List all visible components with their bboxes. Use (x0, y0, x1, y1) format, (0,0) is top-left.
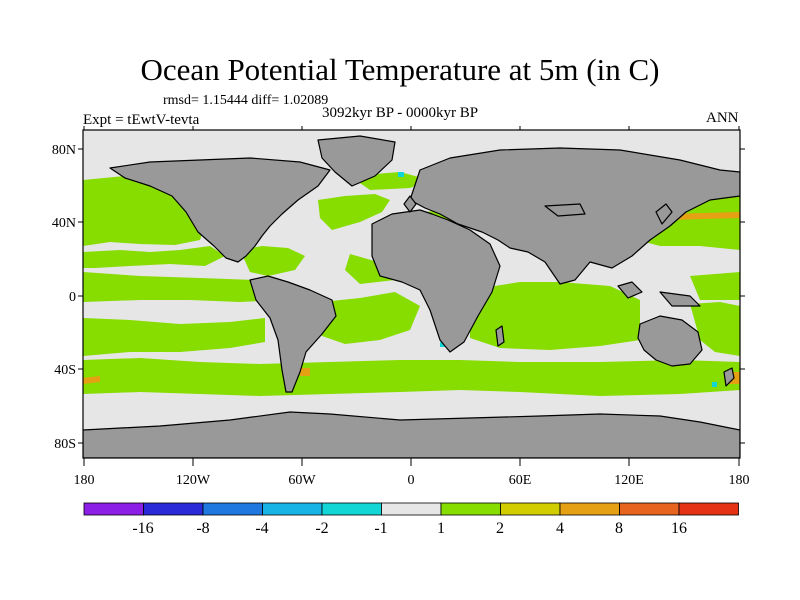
latitude-axis: 80N 40N 0 40S 80S (52, 143, 76, 452)
region-north-atlantic (318, 194, 390, 230)
region-southwest-pacific (690, 302, 740, 356)
colorbar-label: -16 (132, 520, 153, 537)
lat-label: 80S (54, 437, 76, 452)
colorbar-label: 16 (671, 520, 687, 537)
colorbar-label: -4 (255, 520, 268, 537)
region-equatorial-pacific (83, 272, 285, 302)
landmass-new-guinea (659, 291, 701, 307)
colorbar-swatch (559, 502, 620, 516)
spot-cape-cool (440, 342, 445, 347)
stats-label: rmsd= 1.15444 diff= 1.02089 (163, 93, 329, 108)
region-south-pacific-warm (83, 376, 100, 384)
figure-title: Ocean Potential Temperature at 5m (in C) (140, 52, 660, 87)
region-caribbean (240, 246, 305, 276)
colorbar-swatch (202, 502, 263, 516)
region-kuroshio-warm (668, 212, 740, 220)
colorbar-swatch (500, 502, 561, 516)
colorbar (83, 502, 739, 516)
spot-tasman-cool (712, 382, 717, 387)
landmass-eurasia (409, 147, 740, 285)
colorbar-labels: -16 -8 -4 -2 -1 1 2 4 8 16 (132, 520, 687, 537)
region-southern-ocean (83, 358, 740, 396)
colorbar-label: 8 (615, 520, 623, 537)
colorbar-label: 1 (437, 520, 445, 537)
landmass-madagascar (495, 325, 505, 347)
lon-label: 60W (288, 473, 316, 488)
landmass-new-zealand (723, 367, 735, 387)
lon-label: 120W (176, 473, 211, 488)
lat-label: 40N (52, 216, 76, 231)
region-south-atlantic (322, 292, 420, 344)
colorbar-swatch (143, 502, 204, 516)
landmass-south-america (249, 275, 337, 393)
lat-label: 80N (52, 143, 76, 158)
colorbar-label: 2 (496, 520, 504, 537)
colorbar-swatch (678, 502, 739, 516)
landmass-antarctica (83, 411, 740, 458)
colorbar-label: -8 (196, 520, 209, 537)
region-north-pacific-south (83, 246, 225, 268)
landmass-greenland (317, 135, 396, 187)
landmass-caspian-region (544, 203, 586, 217)
colorbar-label: -1 (374, 520, 387, 537)
season-label: ANN (706, 110, 739, 126)
period-label: 3092kyr BP - 0000kyr BP (322, 105, 479, 121)
colorbar-swatch (381, 502, 442, 516)
colorbar-swatch (619, 502, 680, 516)
axis-ticks (78, 126, 745, 466)
colorbar-label: 4 (556, 520, 564, 537)
landmass-british-isles (403, 195, 417, 213)
lat-label: 0 (69, 290, 76, 305)
lon-label: 60E (509, 473, 532, 488)
anomaly-cool-spots (398, 172, 717, 387)
colorbar-swatch (83, 502, 144, 516)
colorbar-swatch (321, 502, 382, 516)
landmass-australia (637, 315, 703, 367)
longitude-axis: 180 120W 60W 0 60E 120E 180 (74, 473, 750, 488)
landmass-japan (655, 203, 673, 225)
lat-label: 40S (54, 363, 76, 378)
lon-label: 180 (74, 473, 95, 488)
colorbar-label: -2 (315, 520, 328, 537)
lon-label: 0 (408, 473, 415, 488)
landmass-borneo (617, 281, 643, 299)
region-patagonia-warm (300, 368, 310, 376)
spot-arctic-cool (398, 172, 404, 177)
lon-label: 180 (729, 473, 750, 488)
land-masses (83, 135, 740, 458)
lon-label: 120E (614, 473, 644, 488)
region-indian-ocean (470, 282, 640, 350)
landmass-africa (371, 209, 501, 353)
experiment-label: Expt = tEwtV-tevta (83, 112, 200, 128)
landmass-north-america (109, 157, 331, 263)
map-area (83, 130, 740, 458)
colorbar-swatch (262, 502, 323, 516)
region-west-equatorial-pacific (690, 272, 740, 300)
colorbar-swatch (440, 502, 501, 516)
region-south-pacific (83, 318, 265, 356)
